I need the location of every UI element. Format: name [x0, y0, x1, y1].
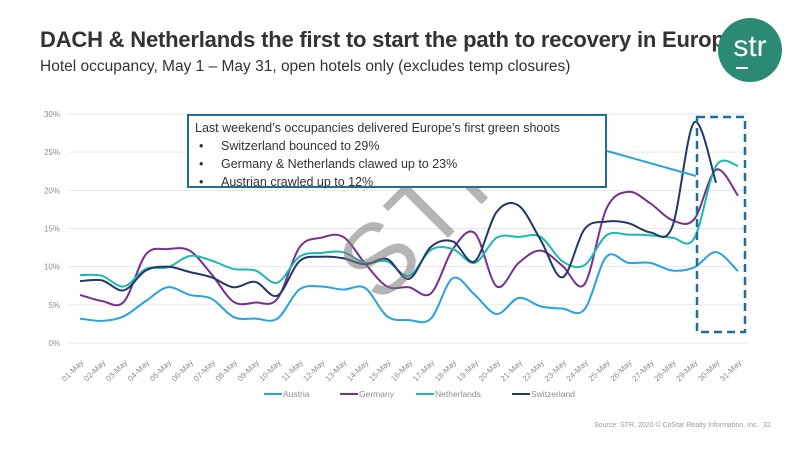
x-tick-label: 15-May — [367, 358, 392, 383]
x-tick-label: 05-May — [148, 358, 173, 383]
x-tick-label: 16-May — [389, 358, 414, 383]
slide-title: DACH & Netherlands the first to start th… — [40, 27, 737, 52]
logo-underline — [736, 67, 748, 69]
x-tick-label: 12-May — [301, 358, 326, 383]
callout-bullets: Switzerland bounced to 29% Germany & Net… — [195, 137, 599, 191]
legend-label-germany: Germany — [359, 389, 395, 399]
legend-label-netherlands: Netherlands — [435, 389, 481, 399]
callout-box: Last weekend’s occupancies delivered Eur… — [187, 114, 607, 191]
x-tick-label: 21-May — [499, 358, 524, 383]
page-number: 32 — [763, 422, 771, 429]
callout-heading: Last weekend’s occupancies delivered Eur… — [195, 121, 561, 135]
x-tick-label: 07-May — [192, 358, 217, 383]
x-tick-label: 14-May — [345, 358, 370, 383]
x-tick-label: 30-May — [696, 358, 721, 383]
x-tick-label: 13-May — [323, 358, 348, 383]
series-line-netherlands — [79, 159, 739, 288]
callout-bullet: Austrian crawled up to 12% — [195, 173, 599, 191]
callout-pointer — [606, 150, 697, 177]
series-line-germany — [79, 168, 739, 307]
x-tick-label: 19-May — [455, 358, 480, 383]
y-tick-label: 30% — [44, 110, 60, 119]
x-tick-label: 04-May — [126, 358, 151, 383]
legend-label-austria: Austria — [283, 389, 310, 399]
x-tick-label: 23-May — [543, 358, 568, 383]
callout-bullet: Switzerland bounced to 29% — [195, 137, 599, 155]
x-tick-label: 09-May — [236, 358, 261, 383]
callout-bullet: Germany & Netherlands clawed up to 23% — [195, 155, 599, 173]
x-tick-label: 02-May — [82, 358, 107, 383]
source-footnote: Source: STR. 2020 © CoStar Realty Inform… — [594, 422, 759, 429]
x-tick-label: 10-May — [258, 358, 283, 383]
y-tick-label: 20% — [44, 186, 60, 195]
logo-text: str — [733, 30, 767, 63]
x-tick-label: 27-May — [630, 358, 655, 383]
x-tick-label: 18-May — [433, 358, 458, 383]
x-tick-label: 29-May — [674, 358, 699, 383]
y-tick-label: 5% — [48, 301, 60, 310]
legend: Austria Germany Netherlands Switzerland — [264, 389, 575, 399]
y-tick-label: 10% — [44, 263, 60, 272]
highlight-box — [695, 115, 747, 334]
y-tick-label: 15% — [44, 225, 60, 234]
str-logo: str — [718, 18, 782, 82]
x-tick-label: 31-May — [718, 358, 743, 383]
x-tick-label: 11-May — [280, 358, 305, 383]
x-tick-label: 26-May — [609, 358, 634, 383]
x-axis-ticks: 01-May02-May03-May04-May05-May06-May07-M… — [60, 358, 743, 383]
x-tick-label: 06-May — [170, 358, 195, 383]
y-axis-ticks: 0% 5% 10% 15% 20% 25% 30% — [44, 110, 60, 348]
x-tick-label: 08-May — [214, 358, 239, 383]
y-tick-label: 25% — [44, 148, 60, 157]
y-tick-label: 0% — [48, 339, 60, 348]
legend-label-switzerland: Switzerland — [531, 389, 575, 399]
x-tick-label: 17-May — [411, 358, 436, 383]
slide-subtitle: Hotel occupancy, May 1 – May 31, open ho… — [40, 58, 571, 75]
x-tick-label: 28-May — [652, 358, 677, 383]
x-tick-label: 01-May — [60, 358, 85, 383]
series-line-austria — [79, 251, 739, 324]
series-lines — [79, 121, 739, 324]
x-tick-label: 24-May — [565, 358, 590, 383]
x-tick-label: 20-May — [477, 358, 502, 383]
x-tick-label: 25-May — [587, 358, 612, 383]
series-line-switzerland — [79, 121, 718, 298]
x-tick-label: 03-May — [104, 358, 129, 383]
annotations — [606, 115, 747, 334]
x-tick-label: 22-May — [521, 358, 546, 383]
